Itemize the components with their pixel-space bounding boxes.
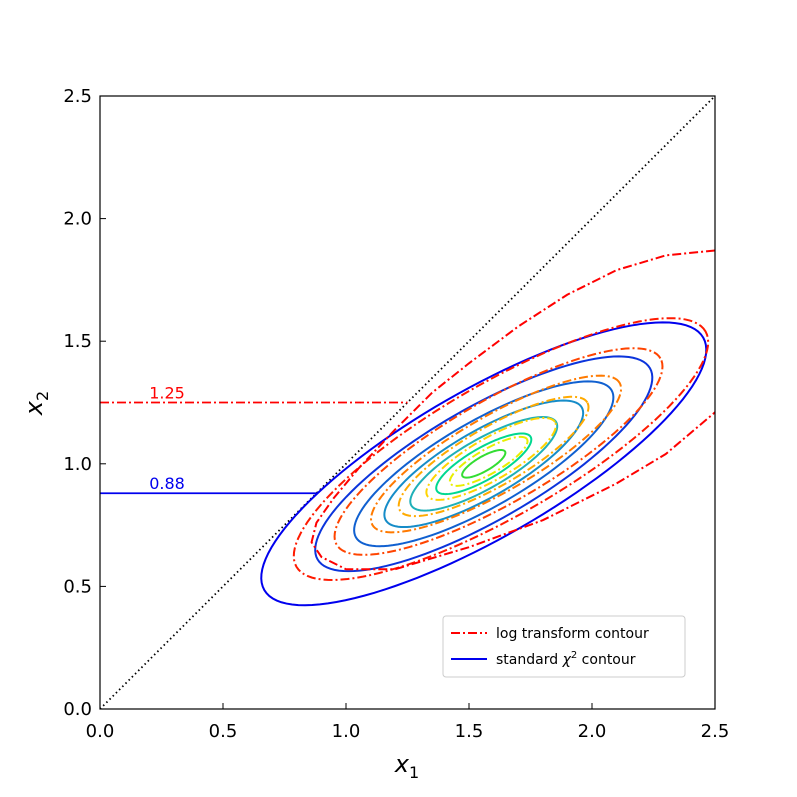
y-tick-label: 1.5 [63, 331, 92, 352]
chi2-contour-4 [353, 380, 615, 548]
x-tick-label: 2.5 [701, 721, 730, 742]
level-annotation-0: 1.25 [149, 384, 185, 403]
chi2-contour-0 [461, 448, 507, 479]
y-tick-label: 1.0 [63, 454, 92, 475]
x-axis-label: x1 [394, 750, 419, 782]
x-tick-label: 0.0 [86, 721, 115, 742]
legend-box [442, 615, 686, 678]
x-tick-label: 1.5 [455, 721, 484, 742]
y-tick-label: 0.0 [63, 699, 92, 720]
legend-chi-label: standard χ2 contour [496, 650, 636, 668]
log-contour-4 [333, 347, 664, 556]
legend: log transform contour standard χ2 contou… [442, 615, 686, 678]
x-tick-label: 0.5 [209, 721, 238, 742]
chi2-contour-1 [435, 432, 533, 496]
plot-frame [99, 95, 716, 710]
y-tick-label: 0.5 [63, 576, 92, 597]
chi2-contour-2 [409, 416, 559, 512]
y-tick-label: 2.0 [63, 209, 92, 230]
chi2-contour-5 [314, 355, 654, 573]
y-axis-label: x2 [20, 391, 52, 416]
x-tick-label: 1.0 [332, 721, 361, 742]
axes: 0.0 0.5 1.0 1.5 2.0 2.5 0.0 0.5 1.0 1.5 2.0 2.5 [63, 86, 729, 742]
legend-log-label: log transform contour [496, 626, 649, 642]
level-annotations: 1.25 0.88 [149, 384, 185, 494]
log-contour-2 [397, 395, 590, 518]
log-contour-5 [292, 317, 710, 581]
log-contour-1 [425, 416, 557, 501]
diagonal-reference-line [100, 96, 715, 709]
chi2-contour-6 [260, 321, 708, 607]
log-contour-0 [448, 435, 529, 487]
x-tick-label: 2.0 [578, 721, 607, 742]
level-annotation-1: 0.88 [149, 474, 185, 493]
y-tick-label: 2.5 [63, 86, 92, 107]
plot-area [100, 96, 715, 709]
log-contour-3 [370, 374, 623, 534]
log-contour-outer [310, 249, 715, 571]
